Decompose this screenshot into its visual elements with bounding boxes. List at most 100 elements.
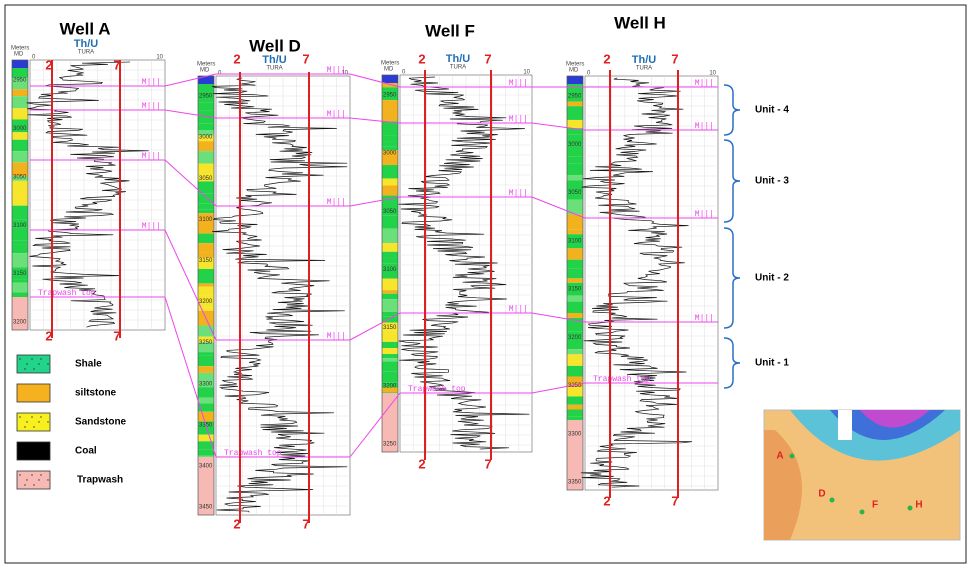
lith-block — [198, 203, 214, 210]
lith-block — [198, 397, 214, 404]
depth-label: 3000 — [568, 142, 582, 148]
lith-block — [382, 257, 398, 264]
log-curve — [398, 76, 530, 450]
lith-block — [198, 352, 214, 356]
lith-block — [198, 268, 214, 284]
depth-label: 2950 — [199, 94, 213, 100]
lith-block — [382, 361, 398, 372]
lith-block — [198, 110, 214, 124]
depth-label: 3000 — [13, 126, 27, 132]
unit-bracket — [723, 337, 741, 389]
correlation-line — [531, 196, 586, 219]
depth-label: 3150 — [383, 325, 397, 331]
lith-block — [382, 150, 398, 166]
lith-block — [12, 282, 28, 293]
lith-block — [12, 227, 28, 241]
lith-block — [567, 199, 583, 215]
lith-block — [198, 213, 214, 220]
lith-block — [382, 251, 398, 258]
correlation-line — [531, 312, 586, 323]
map-well — [907, 505, 913, 511]
legend-label: Trapwash — [77, 475, 123, 486]
lith-block — [382, 107, 398, 122]
depth-header: Meters — [566, 62, 584, 68]
lith-block — [382, 135, 398, 142]
legend-dot — [26, 479, 28, 481]
curve-mnemonic: TURA — [78, 50, 94, 56]
correlation-line — [164, 73, 217, 87]
depth-label: 3300 — [199, 381, 213, 387]
correlation-line — [349, 312, 401, 341]
lith-block — [382, 178, 398, 186]
marker-label: M||| — [509, 115, 528, 124]
cutoff-label: 2 — [418, 456, 425, 471]
marker-label: M||| — [327, 110, 346, 119]
lith-block — [567, 259, 583, 269]
legend-swatch — [16, 441, 51, 461]
depth-label: 2950 — [568, 94, 582, 100]
correlation-line — [164, 296, 217, 458]
well-title: Well H — [614, 13, 666, 32]
lith-block — [567, 365, 583, 377]
lith-block — [567, 278, 583, 283]
lith-block — [382, 267, 398, 279]
lith-block — [382, 371, 398, 383]
marker-label: M||| — [695, 79, 714, 88]
lith-block — [382, 293, 398, 300]
depth-label: 3200 — [383, 383, 397, 389]
lith-block — [567, 156, 583, 164]
lith-block — [382, 215, 398, 229]
cutoff-label: 2 — [603, 51, 610, 66]
log-curve — [26, 61, 149, 328]
legend-dot — [33, 426, 35, 428]
lith-block — [198, 441, 214, 450]
marker-label: M||| — [142, 102, 161, 111]
lith-block — [198, 295, 214, 308]
lith-block — [198, 434, 214, 442]
map: A D F H — [763, 409, 961, 541]
lith-top — [12, 60, 28, 68]
marker-label: Trapwash top — [593, 375, 651, 384]
lith-block — [12, 176, 28, 181]
legend-dot — [31, 358, 33, 360]
depth-header: MD — [384, 67, 394, 73]
lith-block — [198, 135, 214, 142]
lith-block — [382, 316, 398, 323]
curve-name: Th/U — [74, 38, 98, 50]
marker-label: Trapwash top — [38, 289, 96, 298]
lith-block — [12, 151, 28, 163]
legend-dot — [47, 479, 49, 481]
depth-label: 3250 — [568, 383, 582, 389]
depth-header: Meters — [11, 46, 29, 52]
depth-label: 3400 — [199, 463, 213, 469]
lith-block — [198, 449, 214, 456]
cutoff-label: 2 — [603, 493, 610, 508]
lith-block — [198, 366, 214, 373]
lith-block — [567, 349, 583, 355]
lith-block — [567, 214, 583, 230]
lith-block — [567, 163, 583, 176]
marker-label: Trapwash top — [408, 385, 466, 394]
marker-label: M||| — [695, 314, 714, 323]
lith-block — [198, 372, 214, 388]
legend-dot — [31, 416, 33, 418]
marker-label: M||| — [695, 210, 714, 219]
correlation-line — [164, 159, 217, 207]
lith-block — [567, 337, 583, 350]
depth-label: 3100 — [568, 238, 582, 244]
lith-block — [567, 409, 583, 417]
lith-block — [567, 312, 583, 318]
lith-block — [198, 193, 214, 204]
depth-label: 3450 — [199, 505, 213, 511]
scale-min: 0 — [587, 71, 591, 77]
scale-max: 10 — [156, 55, 163, 61]
cutoff-label: 2 — [45, 328, 52, 343]
well-title: Well A — [59, 19, 110, 38]
map-label: A — [776, 451, 783, 462]
curve-mnemonic: TURA — [266, 66, 282, 72]
lith-block — [198, 209, 214, 214]
cutoff-label: 7 — [671, 493, 678, 508]
depth-label: 3050 — [568, 190, 582, 196]
legend-dot — [40, 474, 42, 476]
lith-trapwash — [198, 457, 214, 515]
